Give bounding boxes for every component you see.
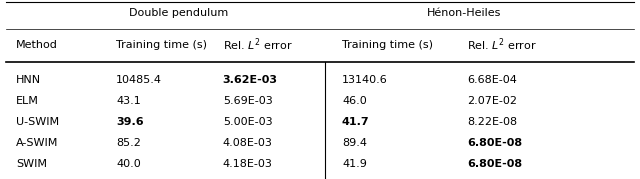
Text: 5.69E-03: 5.69E-03	[223, 96, 273, 106]
Text: 10485.4: 10485.4	[116, 75, 162, 85]
Text: Hénon-Heiles: Hénon-Heiles	[427, 8, 502, 18]
Text: 39.6: 39.6	[116, 117, 144, 127]
Text: A-SWIM: A-SWIM	[16, 138, 58, 148]
Text: 13140.6: 13140.6	[342, 75, 388, 85]
Text: 43.1: 43.1	[116, 96, 141, 106]
Text: Method: Method	[16, 40, 58, 50]
Text: 2.07E-02: 2.07E-02	[467, 96, 517, 106]
Text: SWIM: SWIM	[16, 159, 47, 169]
Text: 3.62E-03: 3.62E-03	[223, 75, 278, 85]
Text: Rel. $L^2$ error: Rel. $L^2$ error	[223, 37, 292, 53]
Text: 41.7: 41.7	[342, 117, 369, 127]
Text: Training time (s): Training time (s)	[342, 40, 433, 50]
Text: ELM: ELM	[16, 96, 38, 106]
Text: HNN: HNN	[16, 75, 41, 85]
Text: 40.0: 40.0	[116, 159, 141, 169]
Text: Rel. $L^2$ error: Rel. $L^2$ error	[467, 37, 538, 53]
Text: Double pendulum: Double pendulum	[129, 8, 228, 18]
Text: 6.68E-04: 6.68E-04	[467, 75, 517, 85]
Text: 41.9: 41.9	[342, 159, 367, 169]
Text: 6.80E-08: 6.80E-08	[467, 138, 522, 148]
Text: 46.0: 46.0	[342, 96, 367, 106]
Text: U-SWIM: U-SWIM	[16, 117, 59, 127]
Text: 89.4: 89.4	[342, 138, 367, 148]
Text: 6.80E-08: 6.80E-08	[467, 159, 522, 169]
Text: 8.22E-08: 8.22E-08	[467, 117, 518, 127]
Text: 5.00E-03: 5.00E-03	[223, 117, 273, 127]
Text: 4.18E-03: 4.18E-03	[223, 159, 273, 169]
Text: 4.08E-03: 4.08E-03	[223, 138, 273, 148]
Text: 85.2: 85.2	[116, 138, 141, 148]
Text: Training time (s): Training time (s)	[116, 40, 207, 50]
